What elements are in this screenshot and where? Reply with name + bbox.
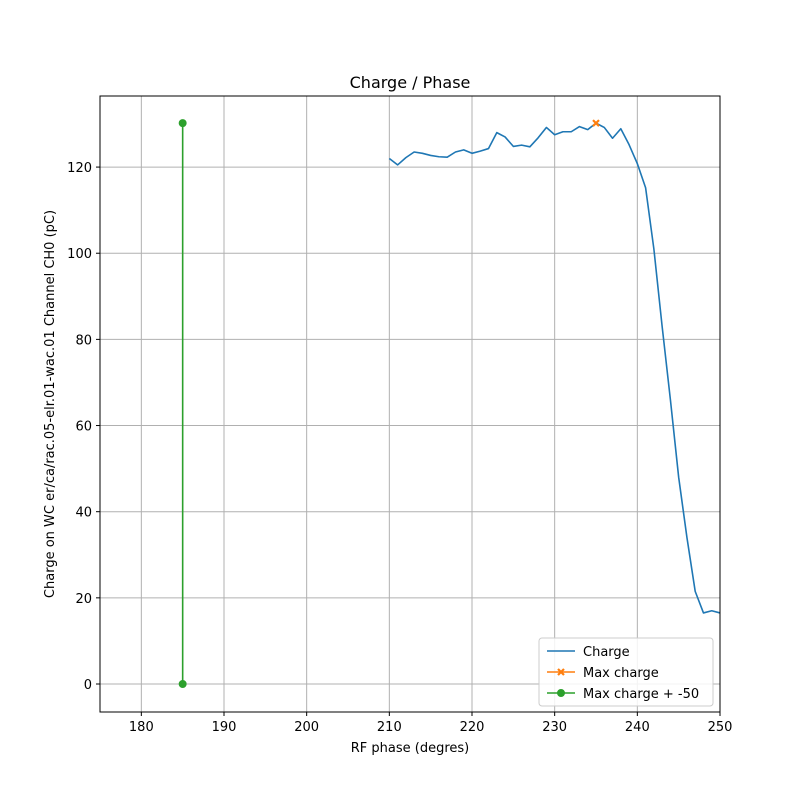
y-tick-label: 100 [67, 247, 92, 262]
y-tick-label: 40 [75, 506, 92, 521]
y-tick-label: 0 [84, 678, 92, 693]
axis-ticks: 180 190 200 210 220 230 240 250 0 20 40 60 80 100 120 [67, 161, 732, 735]
series-2 [178, 119, 187, 688]
x-axis-title: RF phase (degres) [351, 741, 469, 756]
legend-label: Max charge [583, 666, 659, 681]
chart-title: Charge / Phase [350, 73, 471, 92]
series-0 [388, 122, 721, 614]
series-1 [592, 119, 600, 127]
data-point [178, 119, 187, 128]
x-tick-label: 190 [212, 720, 237, 735]
x-tick-label: 200 [294, 720, 319, 735]
data-point [592, 119, 600, 127]
data-series [178, 119, 721, 688]
y-tick-label: 120 [67, 161, 92, 176]
y-tick-label: 80 [75, 333, 92, 348]
x-tick-label: 210 [377, 720, 402, 735]
legend-box [538, 637, 714, 707]
y-axis-title: Charge on WC er/ca/rac.05-elr.01-wac.01 … [43, 210, 58, 598]
grid-lines [100, 96, 721, 712]
legend: Charge Max charge Max charge + -50 [538, 637, 714, 707]
legend-marker [557, 689, 565, 697]
legend-label: Charge [583, 645, 630, 660]
plot-frame [99, 95, 721, 713]
x-tick-label: 230 [542, 720, 567, 735]
x-tick-label: 220 [460, 720, 485, 735]
y-tick-label: 20 [75, 592, 92, 607]
data-point [178, 680, 187, 688]
x-tick-label: 250 [708, 720, 733, 735]
x-tick-label: 180 [129, 720, 154, 735]
y-tick-label: 60 [75, 420, 92, 435]
series-line [388, 122, 721, 614]
legend-label: Max charge + -50 [583, 687, 699, 702]
x-tick-label: 240 [625, 720, 650, 735]
legend-marker [557, 668, 565, 676]
